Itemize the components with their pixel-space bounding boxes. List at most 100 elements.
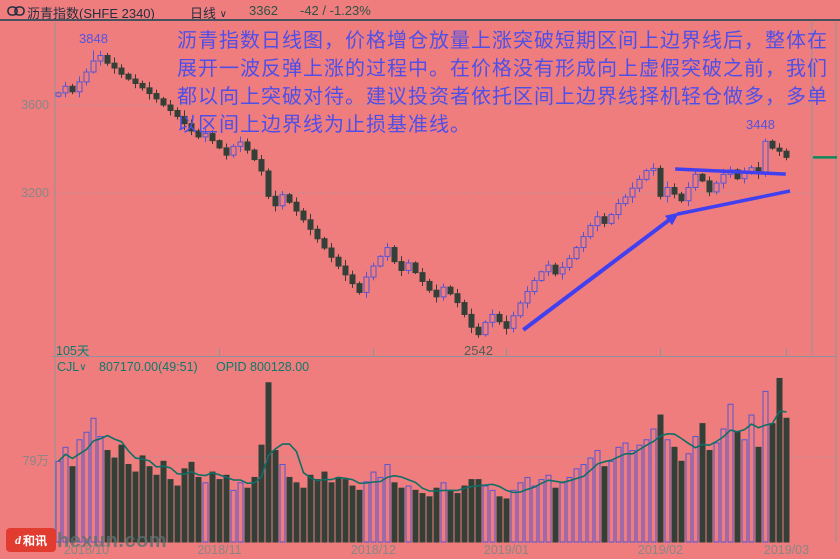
- volume-bar: [552, 487, 559, 543]
- volume-bar: [209, 471, 216, 543]
- volume-bar: [783, 417, 790, 543]
- volume-bar: [419, 493, 426, 543]
- candle-body: [97, 55, 104, 62]
- candle-body: [629, 187, 636, 198]
- price-change: -42 / -1.23%: [300, 3, 371, 18]
- annotation-line: 沥青指数日线图，价格增仓放量上涨突破短期区间上边界线后，整体在: [177, 30, 828, 52]
- candle-body: [517, 302, 524, 317]
- volume-bar: [188, 461, 195, 543]
- trend-arrow-line: [522, 216, 673, 332]
- candle-body: [62, 85, 69, 94]
- last-price: 3362: [249, 3, 278, 18]
- candle-body: [503, 321, 510, 329]
- candle-body: [139, 82, 146, 89]
- volume-bar: [104, 450, 111, 543]
- candle-body: [195, 130, 202, 138]
- volume-bar: [377, 476, 384, 543]
- candle-body: [209, 133, 216, 142]
- candle-body: [538, 271, 545, 282]
- candle-body: [370, 265, 377, 278]
- volume-bar: [342, 479, 349, 543]
- candle-body: [657, 167, 664, 197]
- candle-body: [783, 150, 790, 158]
- candle-body: [76, 81, 83, 93]
- y-axis-label-3200: 3200: [21, 186, 49, 200]
- link-icon[interactable]: [7, 5, 25, 17]
- candle-body: [293, 201, 300, 212]
- volume-bar: [279, 464, 286, 543]
- candle-body: [433, 289, 440, 298]
- volume-bar: [125, 464, 132, 543]
- candle-body: [692, 173, 699, 189]
- candle-body: [83, 71, 90, 83]
- candle-body: [104, 55, 111, 64]
- volume-bar: [538, 479, 545, 543]
- candle-body: [426, 280, 433, 291]
- volume-bar: [545, 474, 552, 543]
- volume-bar: [76, 439, 83, 543]
- annotation-line: 都以向上突破对待。建议投资者依托区间上边界线择机轻仓做多，多单: [177, 86, 828, 108]
- candle-body: [405, 262, 412, 271]
- volume-bar: [510, 489, 517, 543]
- candle-body: [167, 104, 174, 111]
- candle-body: [545, 264, 552, 273]
- volume-bar: [587, 457, 594, 543]
- candle-body: [349, 274, 356, 285]
- candle-body: [559, 266, 566, 275]
- volume-bar: [349, 485, 356, 543]
- volume-bar: [657, 414, 664, 543]
- volume-bar: [433, 487, 440, 543]
- candle-body: [223, 147, 230, 156]
- volume-bar: [769, 423, 776, 543]
- candle-body: [55, 92, 62, 97]
- candle-body: [720, 173, 727, 184]
- volume-bar: [531, 485, 538, 543]
- candle-body: [412, 262, 419, 274]
- trend-arrowhead: [664, 212, 679, 226]
- volume-bar: [447, 489, 454, 543]
- volume-bar: [216, 479, 223, 543]
- hexun-watermark-text: hexun.com: [57, 530, 168, 552]
- candle-body: [377, 255, 384, 267]
- volume-bar: [629, 450, 636, 543]
- candle-body: [594, 216, 601, 227]
- days-count-label: 105天: [56, 344, 90, 358]
- volume-bar: [636, 444, 643, 543]
- candle-body: [244, 141, 251, 151]
- candle-body: [762, 140, 769, 174]
- candle-body: [216, 140, 223, 149]
- candle-body: [321, 238, 328, 249]
- candle-body: [132, 78, 139, 84]
- volume-bar: [461, 485, 468, 543]
- candle-body: [531, 280, 538, 293]
- volume-value: 807170.00(49:51): [99, 360, 198, 374]
- candle-body: [174, 110, 181, 117]
- candle-body: [489, 313, 496, 323]
- candle-body: [328, 247, 335, 258]
- candle-body: [636, 178, 643, 189]
- volume-bar: [286, 476, 293, 543]
- candle-body: [671, 187, 678, 195]
- candle-body: [664, 187, 671, 197]
- candle-body: [251, 149, 258, 161]
- candle-body: [608, 214, 615, 224]
- candle-body: [496, 313, 503, 323]
- volume-bar: [559, 482, 566, 543]
- volume-bar: [412, 489, 419, 543]
- volume-bar: [734, 431, 741, 543]
- volume-bar: [601, 466, 608, 543]
- volume-bar: [468, 479, 475, 543]
- candle-body: [706, 180, 713, 193]
- candle-body: [699, 173, 706, 182]
- period-select[interactable]: 日线 ∨: [190, 3, 227, 22]
- volume-bar: [573, 468, 580, 543]
- volume-bar: [643, 439, 650, 543]
- candle-body: [265, 170, 272, 197]
- volume-bar: [251, 476, 258, 543]
- candle-body: [398, 261, 405, 271]
- volume-indicator-select[interactable]: CJL∨: [57, 360, 87, 374]
- volume-bar: [244, 487, 251, 543]
- candle-body: [181, 115, 188, 125]
- volume-bar: [391, 482, 398, 543]
